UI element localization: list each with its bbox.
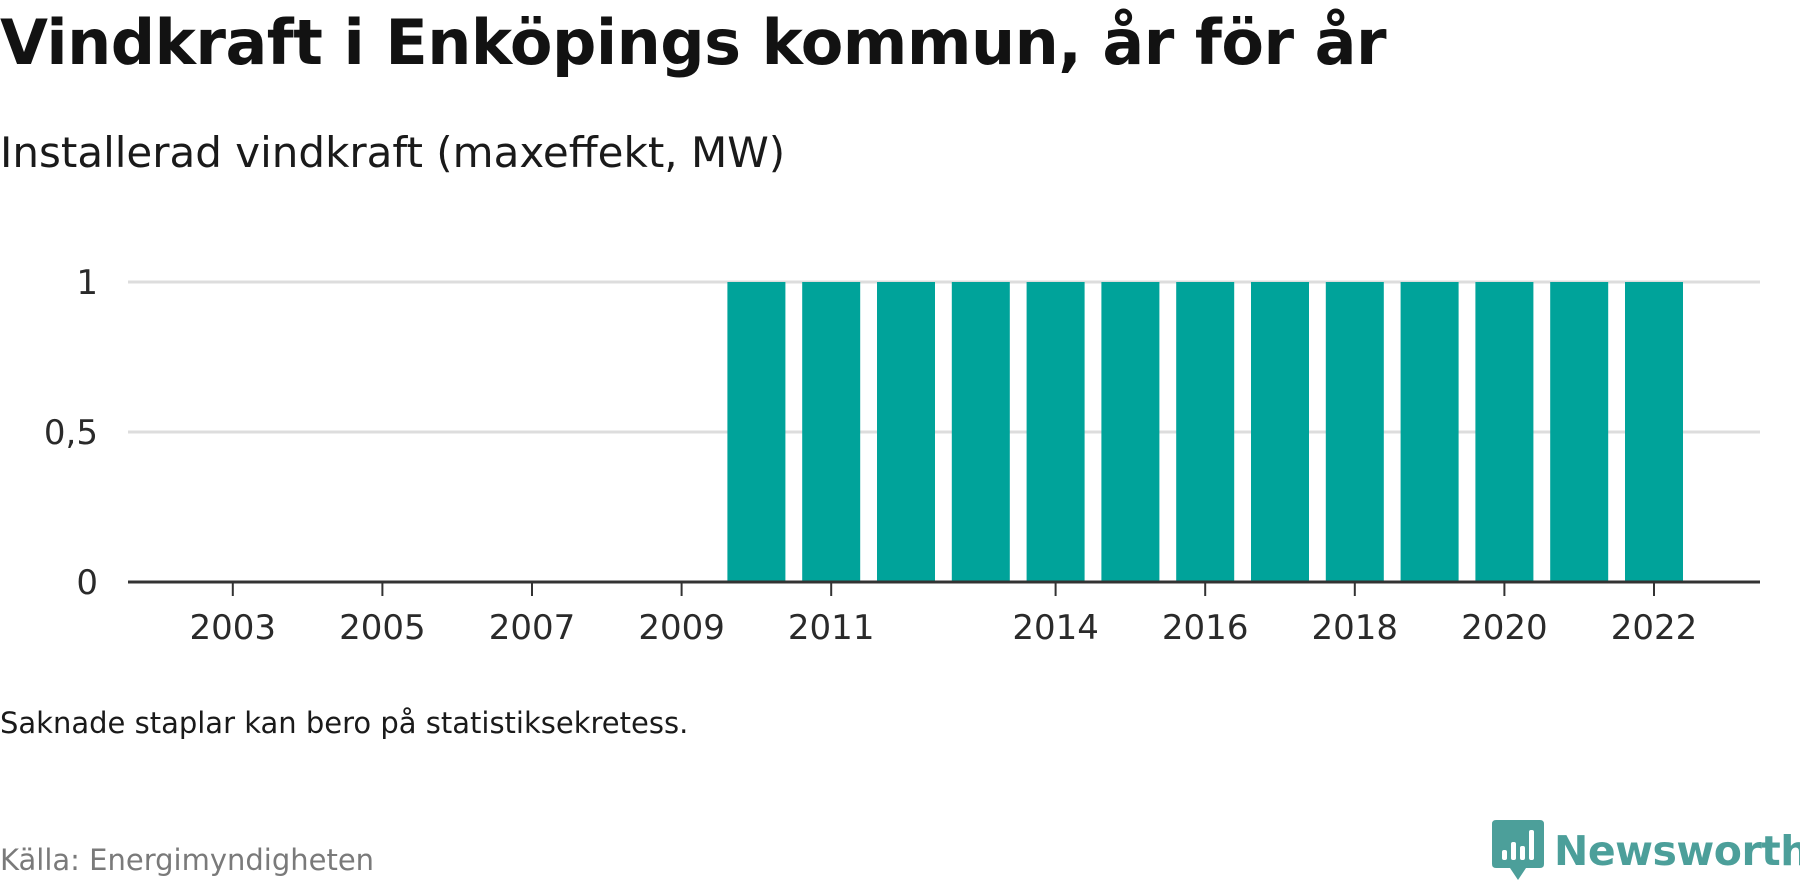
bar-2018 — [1325, 282, 1384, 582]
bar-2020 — [1475, 282, 1534, 582]
x-tick-label: 2022 — [1611, 608, 1698, 648]
x-tick-label: 2018 — [1312, 608, 1399, 648]
x-tick-label: 2009 — [638, 608, 725, 648]
bar-2012 — [877, 282, 935, 582]
bar-2022 — [1625, 282, 1683, 582]
bar-2011 — [802, 282, 861, 582]
bar-chart: 0 0,5 1 2003 2005 2007 2009 2011 2014 2016 2018 202… — [44, 263, 1760, 648]
x-tick-label: 2020 — [1461, 608, 1548, 648]
y-tick-label: 0,5 — [44, 413, 98, 453]
bar-2016 — [1176, 282, 1235, 582]
bar-2019 — [1400, 282, 1459, 582]
y-tick-label: 0 — [76, 563, 98, 603]
y-tick-label: 1 — [76, 263, 98, 303]
x-tick-label: 2014 — [1012, 608, 1099, 648]
footnote: Saknade staplar kan bero på statistiksek… — [0, 706, 689, 740]
chart-title: Vindkraft i Enköpings kommun, år för år — [0, 6, 1387, 79]
x-tick-label: 2003 — [190, 608, 277, 648]
bar-2021 — [1550, 282, 1609, 582]
x-tick-label: 2005 — [339, 608, 426, 648]
x-tick-label: 2007 — [489, 608, 576, 648]
x-tick-label: 2011 — [788, 608, 875, 648]
bar-2017 — [1251, 282, 1309, 582]
chart-subtitle: Installerad vindkraft (maxeffekt, MW) — [0, 128, 786, 177]
x-tick-label: 2016 — [1162, 608, 1249, 648]
bar-2015 — [1101, 282, 1160, 582]
bar-2013 — [951, 282, 1010, 582]
bar-2014 — [1026, 282, 1085, 582]
bar-2010 — [727, 282, 786, 582]
newsworthy-brand: Newsworthy — [1492, 820, 1800, 882]
source-text: Källa: Energimyndigheten — [0, 843, 375, 877]
brand-name: Newsworthy — [1554, 827, 1800, 875]
newsworthy-logo-icon — [1492, 820, 1544, 880]
